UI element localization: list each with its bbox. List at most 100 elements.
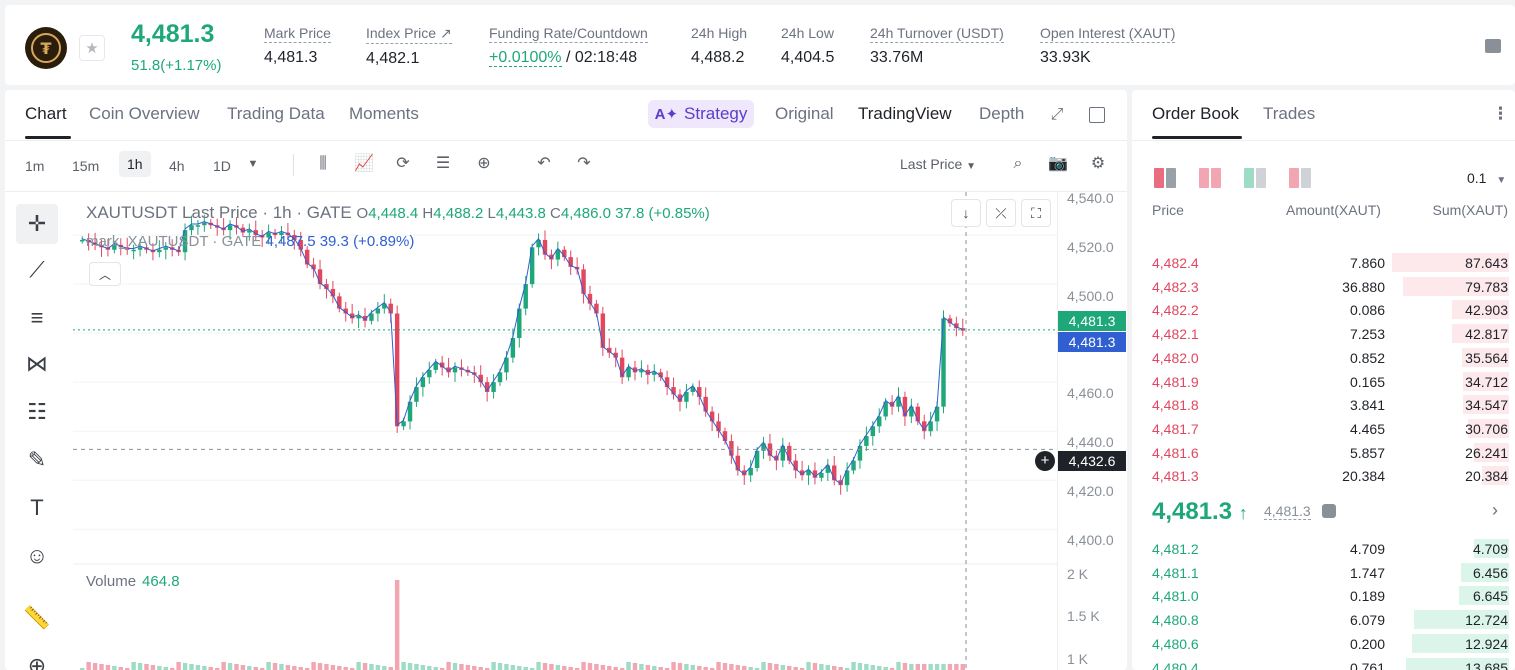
candle-body (664, 377, 670, 388)
bid-row[interactable]: 4,480.8 6.079 12.724 (1132, 607, 1515, 631)
ask-row[interactable]: 4,482.2 0.086 42.903 (1132, 297, 1515, 321)
price-source-select[interactable]: Last Price ▼ (900, 156, 977, 172)
ask-row[interactable]: 4,482.4 7.860 87.643 (1132, 250, 1515, 274)
bid-row[interactable]: 4,481.1 1.747 6.456 (1132, 560, 1515, 584)
ask-row[interactable]: 4,481.7 4.465 30.706 (1132, 416, 1515, 440)
book-mode-asks-icon[interactable] (1199, 168, 1221, 188)
volume-bar (722, 663, 728, 670)
ask-row[interactable]: 4,481.3 20.384 20.384 (1132, 463, 1515, 487)
zoom-in-icon[interactable]: ⊕ (27, 653, 47, 670)
indicators-icon[interactable]: 📈 (354, 155, 374, 172)
volume-bar (349, 668, 355, 670)
ask-row[interactable]: 4,482.3 36.880 79.783 (1132, 274, 1515, 298)
book-mode-compact-icon[interactable] (1289, 168, 1311, 188)
tab-tradingview[interactable]: TradingView (858, 104, 952, 123)
candle-body (934, 406, 940, 422)
ask-row[interactable]: 4,481.6 5.857 26.241 (1132, 440, 1515, 464)
volume-bar (356, 662, 361, 670)
order-book-panel: Order Book Trades ⋮ 0.1 ▼ Price Amount(X… (1132, 90, 1515, 670)
book-mode-both-icon[interactable] (1154, 168, 1176, 188)
ask-row[interactable]: 4,482.1 7.253 42.817 (1132, 321, 1515, 345)
fullscreen-icon[interactable]: ⛶ (1021, 199, 1051, 227)
tab-moments[interactable]: Moments (349, 104, 419, 123)
tab-original[interactable]: Original (775, 104, 834, 123)
camera-icon[interactable]: 📷 (1048, 155, 1068, 172)
strategy-button[interactable]: A✦ Strategy (648, 100, 754, 128)
fib-tool-icon[interactable]: ☷ (27, 399, 47, 424)
bid-row[interactable]: 4,481.2 4.709 4.709 (1132, 536, 1515, 560)
volume-bar (420, 665, 426, 670)
chevron-right-icon[interactable]: › (1492, 500, 1498, 520)
volume-bar (632, 663, 638, 670)
ask-row[interactable]: 4,481.8 3.841 34.547 (1132, 392, 1515, 416)
more-options-icon[interactable]: ⋮ (1492, 104, 1509, 123)
interval-1d[interactable]: 1D (213, 158, 231, 174)
refresh-icon[interactable]: ⟳ (396, 155, 410, 172)
interval-dropdown-icon[interactable]: ▼ (247, 158, 259, 170)
bid-row[interactable]: 4,480.4 0.761 13.685 (1132, 655, 1515, 670)
volume-bar (92, 663, 98, 670)
candle-body (819, 472, 824, 478)
cursor-price-tag: 4,432.6 (1058, 451, 1126, 471)
volume-bar (838, 667, 843, 670)
pattern-tool-icon[interactable]: ⋈ (26, 351, 48, 376)
interval-1m[interactable]: 1m (25, 158, 45, 174)
bid-sum: 4.709 (1472, 541, 1508, 557)
tab-coin-overview[interactable]: Coin Overview (89, 104, 200, 123)
tab-trades[interactable]: Trades (1263, 104, 1316, 123)
candle-body (324, 284, 329, 289)
arrow-down-icon[interactable]: ↓ (951, 199, 981, 227)
bid-row[interactable]: 4,481.0 0.189 6.645 (1132, 583, 1515, 607)
tab-order-book[interactable]: Order Book (1152, 104, 1239, 123)
settings-list-icon[interactable]: ☰ (435, 155, 451, 172)
stat-24h-high: 24h High 4,488.2 (691, 25, 748, 66)
gear-icon[interactable]: ⚙ (1090, 155, 1106, 172)
book-mode-bids-icon[interactable] (1244, 168, 1266, 188)
interval-15m[interactable]: 15m (72, 158, 100, 174)
collapse-legend-icon[interactable]: ︿ (89, 262, 121, 286)
add-alert-icon[interactable]: + (1035, 451, 1055, 471)
collapse-icon[interactable]: ⤫ (986, 199, 1016, 227)
ask-row[interactable]: 4,481.9 0.165 34.712 (1132, 369, 1515, 393)
candle-body (793, 460, 798, 471)
volume-bar (844, 668, 850, 670)
candle-body (337, 296, 342, 309)
book-icon[interactable] (1485, 39, 1501, 53)
tab-depth[interactable]: Depth (979, 104, 1025, 123)
add-indicator-icon[interactable]: ⊕ (477, 155, 491, 172)
favorite-star-icon[interactable]: ★ (79, 35, 105, 61)
candle-body (433, 362, 438, 370)
window-icon[interactable] (1089, 107, 1105, 123)
bid-row[interactable]: 4,480.6 0.200 12.924 (1132, 631, 1515, 655)
trendline-tool-icon[interactable]: ⟋ (29, 257, 45, 282)
interval-1h[interactable]: 1h (119, 151, 151, 177)
candle-body (877, 416, 882, 427)
tab-trading-data[interactable]: Trading Data (227, 104, 325, 123)
expand-icon[interactable]: ⤢ (1050, 106, 1064, 123)
bid-amount: 6.079 (1349, 612, 1385, 629)
text-tool-icon[interactable]: T (30, 495, 44, 520)
emoji-tool-icon[interactable]: ☺ (25, 543, 49, 568)
interval-4h[interactable]: 4h (169, 158, 185, 174)
candle-type-icon[interactable]: ⫼ (319, 155, 327, 172)
chart-plot-area[interactable] (73, 192, 1057, 670)
volume-bar (877, 666, 882, 670)
redo-icon[interactable]: ↷ (577, 155, 591, 172)
tab-chart[interactable]: Chart (25, 104, 67, 123)
volume-bar (915, 664, 921, 670)
undo-icon[interactable]: ↶ (537, 155, 551, 172)
stat-24h-low: 24h Low 4,404.5 (781, 25, 835, 66)
candle-body (607, 347, 612, 353)
price-axis[interactable] (1057, 192, 1127, 670)
ruler-tool-icon[interactable]: 📏 (23, 605, 51, 630)
precision-select[interactable]: 0.1 ▼ (1467, 170, 1507, 186)
ask-row[interactable]: 4,482.0 0.852 35.564 (1132, 345, 1515, 369)
crosshair-tool-icon[interactable]: ✛ (16, 204, 58, 244)
volume-bar (934, 664, 940, 670)
bid-sum: 6.456 (1472, 564, 1508, 581)
search-icon[interactable]: ⌕ (1013, 155, 1023, 172)
horizontal-lines-tool-icon[interactable]: ≡ (30, 305, 44, 330)
volume-legend: Volume 464.8 (86, 573, 180, 590)
stat-index-price[interactable]: Index Price ↗ 4,482.1 (366, 25, 452, 67)
brush-tool-icon[interactable]: ✎ (27, 447, 47, 472)
